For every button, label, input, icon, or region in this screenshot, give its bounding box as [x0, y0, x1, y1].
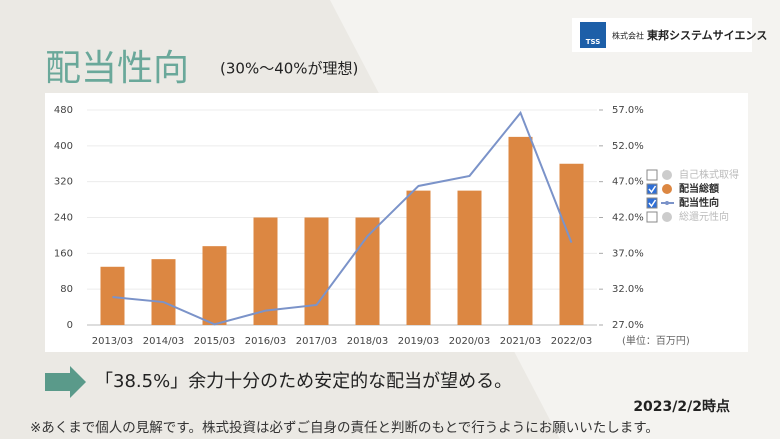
- x-tick-label: 2018/03: [347, 336, 389, 347]
- bar: [304, 217, 329, 325]
- bar: [559, 163, 584, 325]
- y-tick-label: 80: [60, 284, 73, 295]
- legend-check: [648, 199, 657, 208]
- logo-company: 東邦システムサイエンス: [647, 28, 767, 42]
- x-tick-label: 2020/03: [449, 336, 491, 347]
- y-tick-label: 0: [67, 320, 73, 331]
- subtitle: (30%〜40%が理想): [220, 60, 358, 78]
- y-tick-label: 400: [54, 141, 73, 152]
- x-tick-label: 2021/03: [500, 336, 542, 347]
- as-of: 2023/2/2時点: [633, 398, 730, 415]
- y2-tick-label: 32.0%: [612, 284, 644, 295]
- y-tick-label: 320: [54, 177, 73, 188]
- bar: [406, 190, 431, 325]
- legend-checkbox: [646, 211, 658, 223]
- legend-checkbox: [646, 197, 658, 209]
- y-tick-label: 240: [54, 213, 73, 224]
- title: 配当性向: [45, 48, 189, 89]
- legend-label: 総還元性向: [679, 210, 729, 223]
- logo-mark: [580, 22, 606, 48]
- unit-label: (単位：百万円): [622, 334, 690, 347]
- y-tick-label: 160: [54, 248, 73, 259]
- bar: [202, 246, 227, 325]
- y2-tick-label: 42.0%: [612, 213, 644, 224]
- y2-tick-label: 37.0%: [612, 248, 644, 259]
- logo-mark-text: TSS: [586, 38, 601, 46]
- bar: [355, 217, 380, 325]
- legend-label: 自己株式取得: [679, 168, 739, 181]
- bar: [151, 259, 176, 325]
- x-tick-label: 2014/03: [143, 336, 185, 347]
- bar: [508, 136, 533, 325]
- y2-tick-label: 47.0%: [612, 177, 644, 188]
- y-tick-label: 480: [54, 105, 73, 116]
- legend-label: 配当性向: [679, 196, 719, 209]
- legend-swatch: [662, 184, 672, 194]
- legend-swatch: [662, 212, 672, 222]
- bar: [457, 190, 482, 325]
- logo-prefix: 株式会社: [612, 31, 644, 41]
- arrow: [45, 366, 86, 398]
- footnote: ※あくまで個人の見解です。株式投資は必ずご自身の責任と判断のもとで行うようにお願…: [30, 420, 659, 436]
- y2-tick-label: 52.0%: [612, 141, 644, 152]
- legend-swatch: [662, 170, 672, 180]
- x-tick-label: 2015/03: [194, 336, 236, 347]
- x-tick-label: 2016/03: [245, 336, 287, 347]
- x-tick-label: 2022/03: [551, 336, 593, 347]
- bar: [100, 266, 125, 325]
- legend-check: [648, 185, 657, 194]
- message: 「38.5%」余力十分のため安定的な配当が望める。: [95, 371, 512, 392]
- bar: [253, 217, 278, 325]
- legend-label: 配当総額: [679, 182, 719, 195]
- y2-tick-label: 27.0%: [612, 320, 644, 331]
- line: [112, 110, 573, 326]
- legend-checkbox: [646, 169, 658, 181]
- x-tick-label: 2019/03: [398, 336, 440, 347]
- y2-tick-label: 57.0%: [612, 105, 644, 116]
- x-tick-label: 2013/03: [92, 336, 134, 347]
- x-tick-label: 2017/03: [296, 336, 338, 347]
- legend-swatch: [665, 201, 669, 205]
- legend-checkbox: [646, 183, 658, 195]
